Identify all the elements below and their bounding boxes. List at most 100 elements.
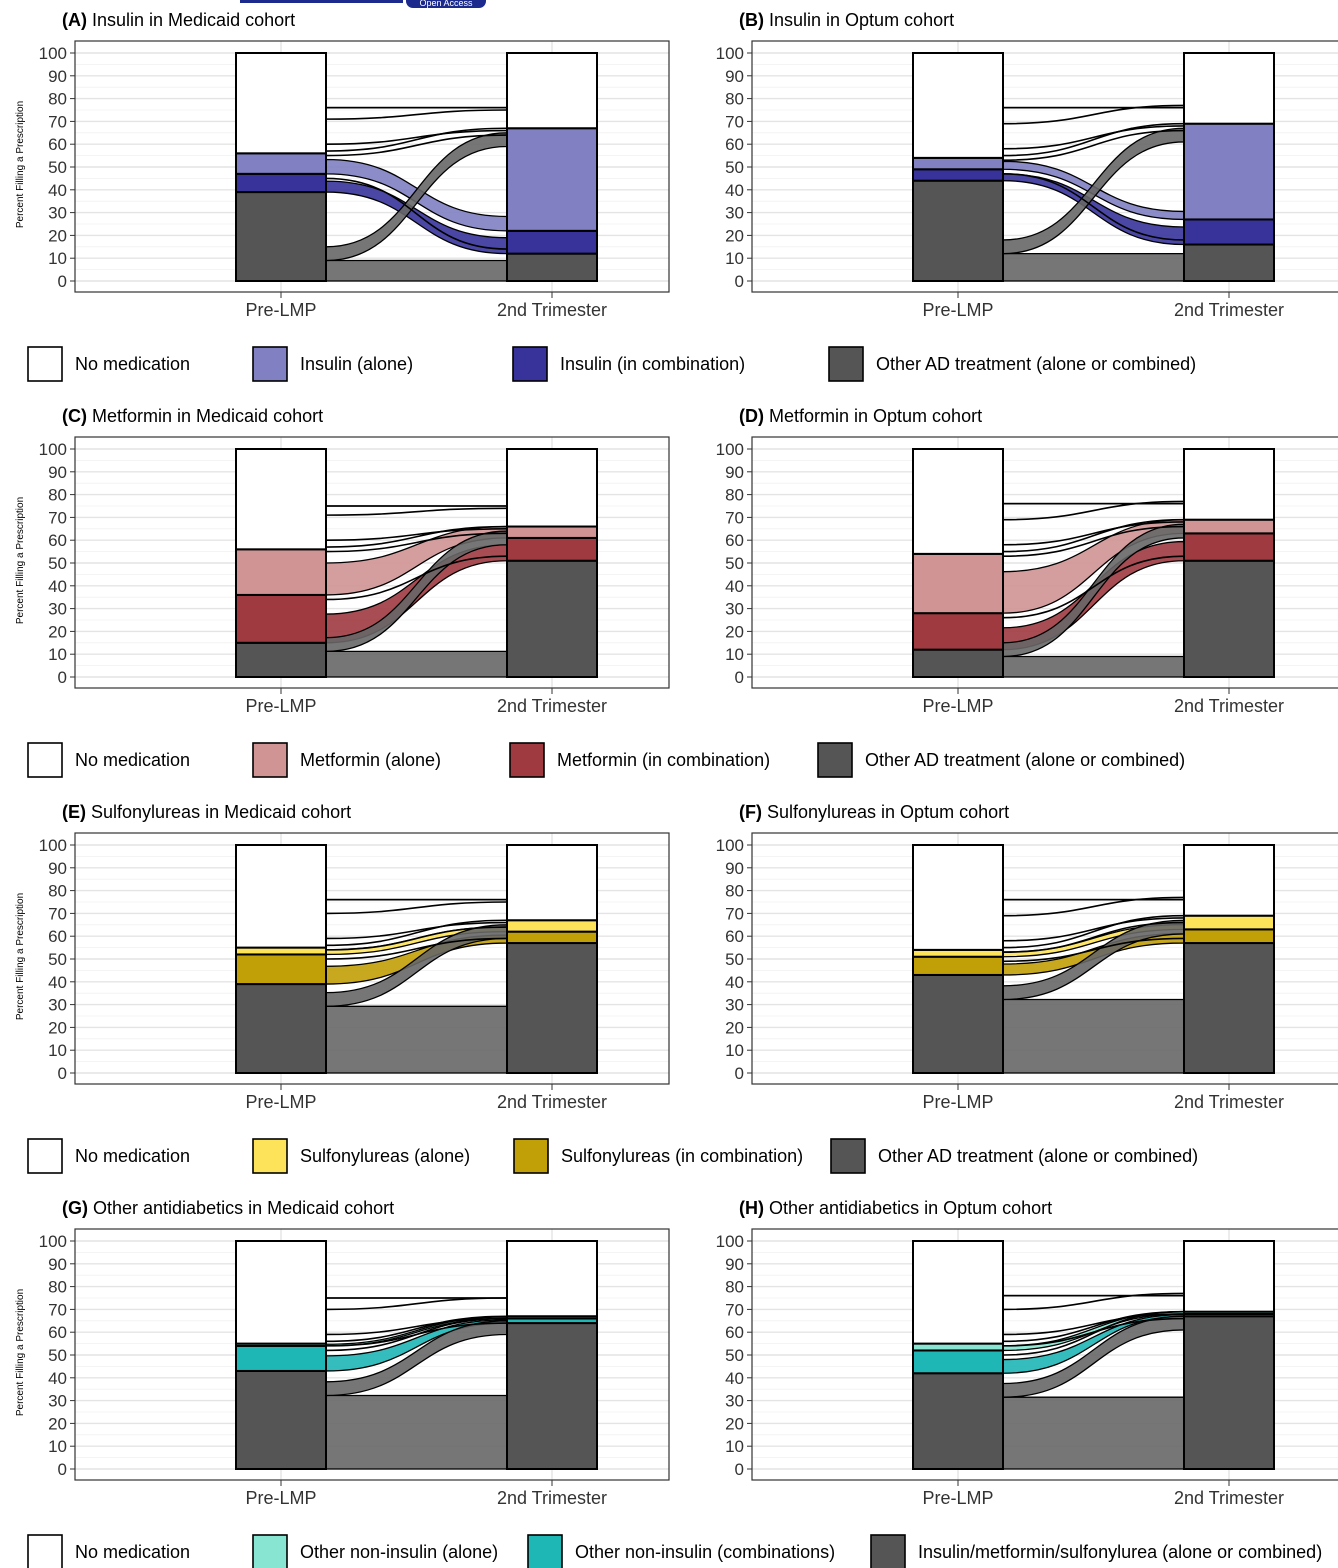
panel-border — [74, 40, 670, 293]
panel-border — [74, 1228, 670, 1481]
bar-segment-pre-none — [235, 52, 327, 155]
legend-label: Other AD treatment (alone or combined) — [865, 750, 1185, 770]
bar-segment-pre-other — [912, 179, 1004, 282]
bar-segment-second-alone — [506, 919, 598, 933]
panel-border — [751, 436, 1338, 689]
panel-a: (A) Insulin in Medicaid cohort Percent Fi… — [15, 10, 670, 320]
panel-title: (D) Metformin in Optum cohort — [739, 406, 982, 426]
flow-line — [1002, 917, 1185, 942]
legend-swatch — [252, 346, 288, 382]
bar-segment-second-combo — [1183, 928, 1275, 945]
bar-segment-pre-combo — [912, 168, 1004, 182]
flow-line — [1002, 104, 1185, 125]
bar-segment-pre-other — [235, 641, 327, 678]
bar-segment-second-combo — [1183, 218, 1275, 246]
y-tick-label: 70 — [725, 904, 744, 923]
y-tick-label: 60 — [48, 927, 67, 946]
bar-segment-second-none — [1183, 52, 1275, 125]
legend-swatch — [870, 1534, 906, 1568]
bar-segment-pre-alone — [912, 156, 1004, 171]
legend-label: Insulin (alone) — [300, 354, 413, 374]
y-tick-label: 70 — [725, 1300, 744, 1319]
flow-line — [1002, 555, 1185, 619]
y-tick-label: 30 — [48, 600, 67, 619]
y-tick-label: 60 — [725, 135, 744, 154]
panel-letter: (B) — [739, 10, 769, 30]
legend-swatch — [252, 1138, 288, 1174]
y-tick-label: 40 — [48, 181, 67, 200]
y-tick-label: 100 — [39, 44, 67, 63]
y-tick-label: 40 — [725, 577, 744, 596]
bar-segment-pre-combo — [235, 172, 327, 194]
bar-segment-pre-other — [235, 191, 327, 282]
panel-title-text: Other antidiabetics in Optum cohort — [769, 1198, 1052, 1218]
bar-segment-second-alone — [1183, 914, 1275, 931]
bar-segment-second-other — [1183, 243, 1275, 283]
bar-segment-second-combo — [506, 229, 598, 255]
flow-line — [325, 127, 508, 152]
bar-segment-pre-alone — [912, 1342, 1004, 1352]
legend-row-3: No medication Other non-insulin (alone) Ot… — [27, 1534, 1322, 1568]
y-tick-label: 40 — [48, 577, 67, 596]
flow-line — [1002, 1292, 1185, 1311]
panel-title-text: Insulin in Medicaid cohort — [92, 10, 295, 30]
flow-band-other — [325, 1005, 508, 1074]
flow-line — [325, 926, 508, 951]
legend-swatch — [509, 742, 545, 778]
y-axis-label: Percent Filling a Prescription — [15, 1289, 26, 1416]
flow-line — [1002, 173, 1185, 241]
flow-band-other — [1002, 998, 1185, 1074]
bar-segment-pre-alone — [235, 152, 327, 175]
flow-line — [325, 525, 508, 548]
x-tick-label: 2nd Trimester — [1174, 1488, 1284, 1508]
y-tick-label: 70 — [48, 1300, 67, 1319]
y-tick-label: 20 — [725, 1018, 744, 1037]
flow-line — [1002, 129, 1185, 161]
y-tick-label: 30 — [725, 600, 744, 619]
bar-segment-second-other — [506, 942, 598, 1074]
bar-segment-pre-alone — [235, 946, 327, 956]
panel-title-text: Insulin in Optum cohort — [769, 10, 954, 30]
bar-segment-second-none — [506, 1240, 598, 1318]
legend-row-2: No medication Sulfonylureas (alone) Sulfon… — [27, 1138, 1198, 1174]
panel-b: (B) Insulin in Optum cohort 0 10 20 30 40 50 60… — [716, 10, 1338, 320]
flow-line — [1002, 921, 1185, 953]
bar-segment-pre-alone — [912, 552, 1004, 615]
y-tick-label: 0 — [735, 668, 744, 687]
panel-f: (F) Sulfonylureas in Optum cohort 0 10 20 30… — [716, 802, 1338, 1112]
panel-title-text: Metformin in Optum cohort — [769, 406, 982, 426]
bar-segment-second-none — [506, 844, 598, 922]
y-tick-label: 80 — [725, 1278, 744, 1297]
flow-line — [325, 1317, 508, 1352]
x-tick-label: 2nd Trimester — [497, 696, 607, 716]
flow-line — [325, 937, 508, 960]
x-tick-label: 2nd Trimester — [1174, 1092, 1284, 1112]
y-tick-label: 90 — [48, 859, 67, 878]
panel-title-text: Metformin in Medicaid cohort — [92, 406, 323, 426]
y-tick-label: 70 — [48, 112, 67, 131]
y-tick-label: 70 — [725, 112, 744, 131]
flow-line — [1002, 518, 1185, 553]
y-tick-label: 80 — [725, 90, 744, 109]
bar-segment-second-alone — [1183, 122, 1275, 221]
legend-row-0: No medication Insulin (alone) Insulin (in … — [27, 346, 1196, 382]
y-tick-label: 10 — [48, 645, 67, 664]
flow-band-other — [325, 259, 508, 282]
panel-border — [751, 832, 1338, 1085]
journal-header-strip — [240, 0, 403, 3]
y-tick-label: 40 — [48, 973, 67, 992]
flow-line — [325, 919, 508, 947]
y-tick-label: 30 — [48, 996, 67, 1015]
flow-band-other — [1002, 655, 1185, 678]
flow-band-other — [325, 1394, 508, 1470]
y-tick-label: 50 — [48, 1346, 67, 1365]
bar-segment-pre-none — [912, 448, 1004, 555]
legend-label: Other AD treatment (alone or combined) — [876, 354, 1196, 374]
y-tick-label: 0 — [58, 1064, 67, 1083]
flow-line — [325, 507, 508, 516]
panel-title: (A) Insulin in Medicaid cohort — [62, 10, 295, 30]
flow-band-other — [1002, 1396, 1185, 1470]
y-tick-label: 10 — [48, 249, 67, 268]
legend-swatch — [817, 742, 853, 778]
x-tick-label: Pre-LMP — [922, 300, 993, 320]
